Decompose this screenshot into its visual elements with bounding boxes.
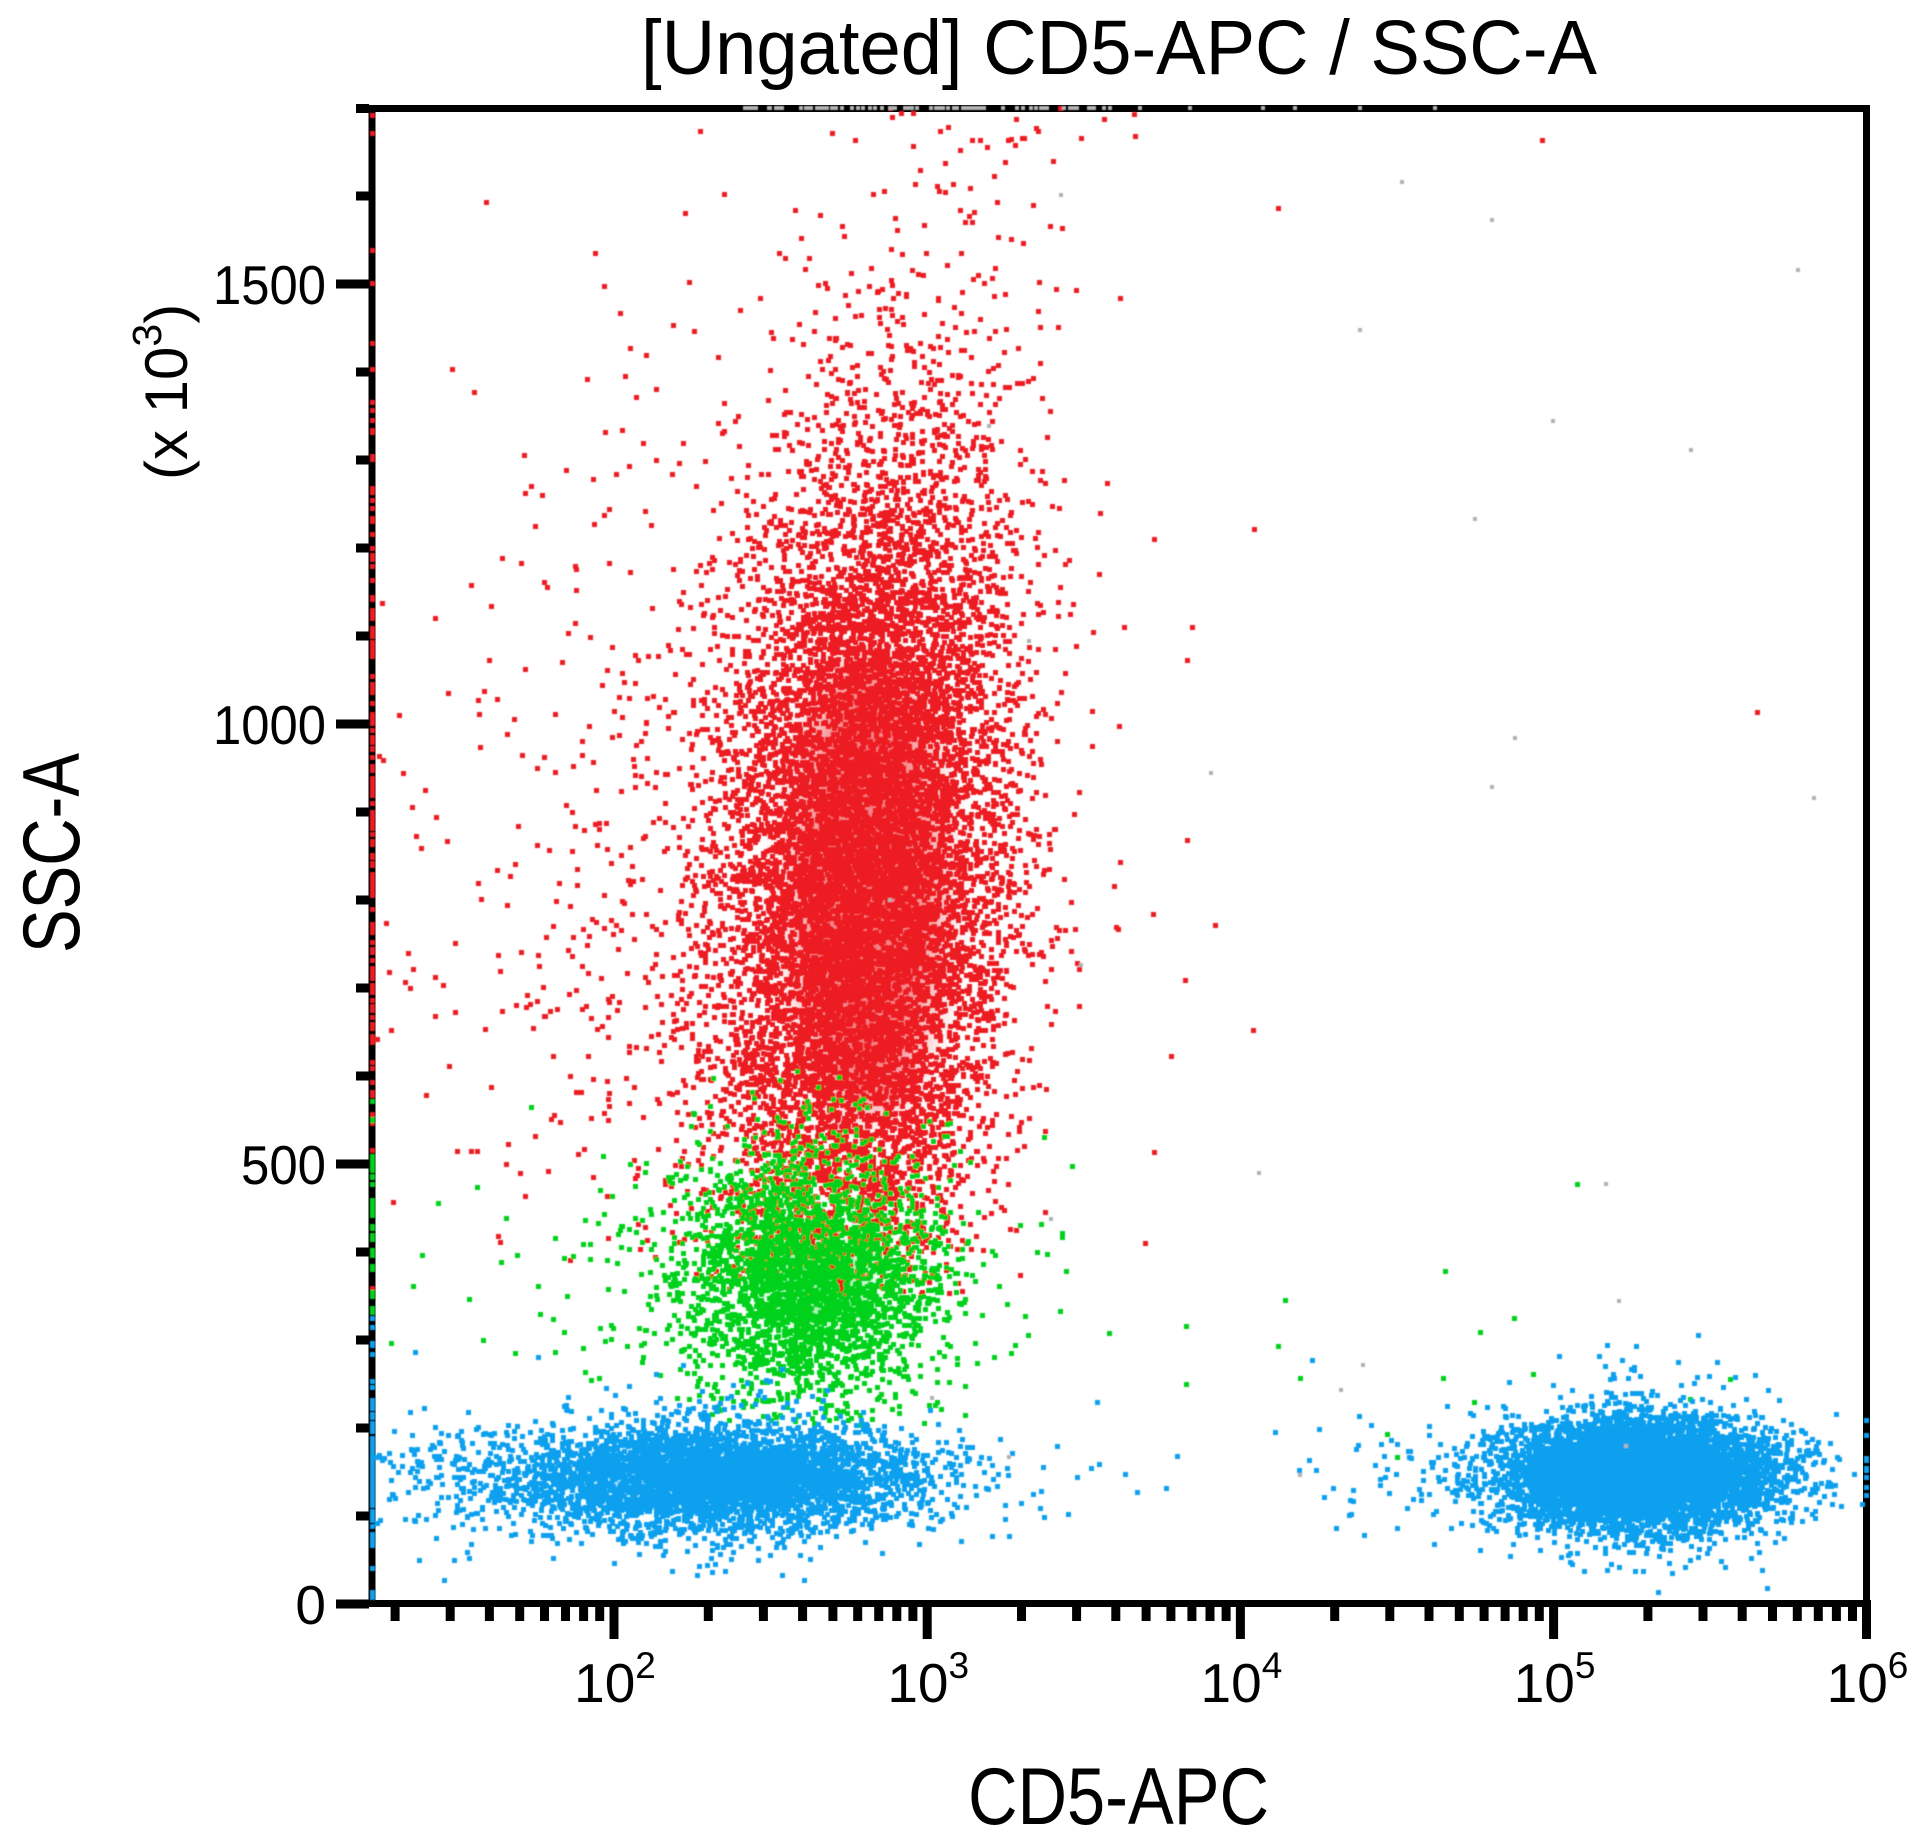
svg-text:CD5-APC: CD5-APC bbox=[968, 1752, 1269, 1842]
svg-text:1500: 1500 bbox=[213, 254, 326, 316]
svg-text:0: 0 bbox=[295, 1574, 326, 1636]
svg-text:1000: 1000 bbox=[213, 694, 326, 756]
svg-text:SSC-A: SSC-A bbox=[7, 753, 97, 953]
svg-text:500: 500 bbox=[241, 1134, 326, 1196]
svg-text:[Ungated] CD5-APC / SSC-A: [Ungated] CD5-APC / SSC-A bbox=[641, 5, 1598, 91]
